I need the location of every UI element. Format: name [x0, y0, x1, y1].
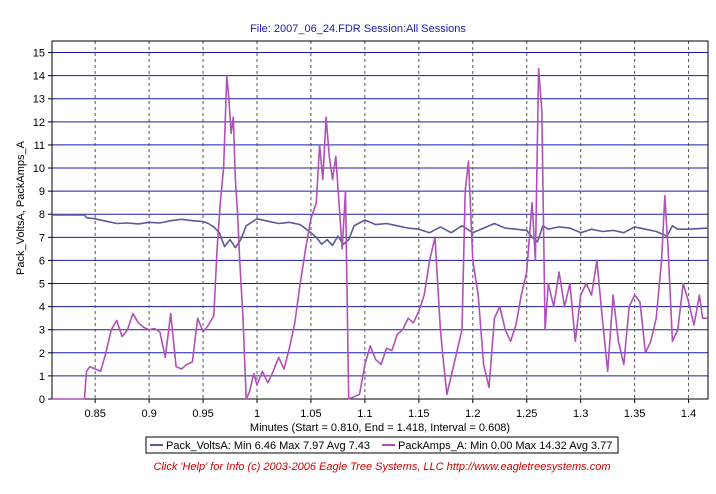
chart-title: File: 2007_06_24.FDR Session:All Session… — [250, 23, 466, 35]
legend: Pack_VoltsA: Min 6.46 Max 7.97 Avg 7.43 … — [145, 436, 619, 454]
y-tick-label: 1 — [39, 371, 45, 383]
x-tick-label: 0.95 — [192, 408, 213, 420]
x-tick-label: 1.3 — [573, 408, 588, 420]
y-axis-label: Pack_VoltsA, PackAmps_A — [15, 140, 27, 275]
series-line-pack-amps — [52, 67, 708, 400]
x-tick-labels: 0.85 0.9 0.95 1 1.05 1.1 1.15 1.2 1.25 1.3 1.35 1.4 — [84, 399, 696, 420]
y-tick-label: 15 — [33, 48, 45, 60]
series-lines — [52, 67, 709, 400]
y-tick-label: 12 — [33, 117, 45, 129]
grid-lines — [52, 41, 708, 399]
y-tick-label: 6 — [39, 255, 45, 267]
x-tick-label: 1 — [254, 408, 260, 420]
y-tick-label: 14 — [33, 71, 45, 83]
x-tick-label: 1.05 — [300, 408, 321, 420]
y-tick-label: 9 — [39, 186, 45, 198]
y-tick-label: 13 — [33, 94, 45, 106]
legend-entry-volts: Pack_VoltsA: Min 6.46 Max 7.97 Avg 7.43 — [166, 440, 370, 452]
x-tick-label: 1.15 — [408, 408, 429, 420]
footer-credit: Click 'Help' for Info (c) 2003-2006 Eagl… — [153, 461, 610, 473]
legend-entry-amps: PackAmps_A: Min 0.00 Max 14.32 Avg 3.77 — [398, 440, 612, 452]
y-tick-label: 3 — [39, 325, 45, 337]
y-tick-label: 10 — [33, 163, 45, 175]
x-tick-label: 1.4 — [681, 408, 696, 420]
x-tick-label: 0.9 — [141, 408, 156, 420]
y-tick-label: 11 — [34, 140, 45, 152]
series-line-pack-volts — [52, 214, 709, 249]
x-tick-label: 1.35 — [624, 408, 645, 420]
y-tick-label: 8 — [39, 209, 45, 221]
y-tick-label: 0 — [39, 394, 45, 406]
y-tick-label: 2 — [39, 348, 45, 360]
y-tick-label: 7 — [39, 232, 45, 244]
x-tick-label: 1.2 — [465, 408, 480, 420]
x-tick-label: 0.85 — [84, 408, 105, 420]
y-tick-label: 5 — [39, 279, 45, 291]
x-tick-label: 1.1 — [357, 408, 372, 420]
x-axis-label: Minutes (Start = 0.810, End = 1.418, Int… — [250, 422, 510, 434]
plot-area — [51, 40, 709, 400]
y-tick-label: 4 — [39, 302, 45, 314]
x-tick-label: 1.25 — [516, 408, 537, 420]
